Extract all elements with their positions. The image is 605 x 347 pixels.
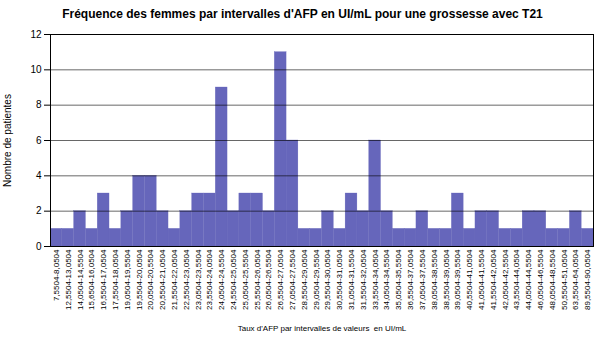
svg-text:27,0504-27,5504: 27,0504-27,5504 bbox=[288, 249, 297, 310]
svg-text:23,0504-23,5504: 23,0504-23,5504 bbox=[194, 249, 203, 310]
svg-text:31,5504-32,0504: 31,5504-32,0504 bbox=[359, 249, 368, 310]
svg-text:30,5504-31,0504: 30,5504-31,0504 bbox=[335, 249, 344, 310]
svg-text:21,5504-22,0504: 21,5504-22,0504 bbox=[170, 249, 179, 310]
svg-text:33,5504-34,0504: 33,5504-34,0504 bbox=[371, 249, 380, 310]
svg-text:Taux d'AFP par intervalles de: Taux d'AFP par intervalles de valeurs en… bbox=[238, 324, 407, 333]
svg-text:23,5504-24,0504: 23,5504-24,0504 bbox=[205, 249, 214, 310]
svg-text:17,5504-18,0504: 17,5504-18,0504 bbox=[111, 249, 120, 310]
svg-text:38,0504-38,5504: 38,0504-38,5504 bbox=[430, 249, 439, 310]
svg-text:26,0504-26,5504: 26,0504-26,5504 bbox=[264, 249, 273, 310]
svg-text:38,5504-39,0504: 38,5504-39,0504 bbox=[442, 249, 451, 310]
svg-text:24,5504-25,0504: 24,5504-25,0504 bbox=[229, 249, 238, 310]
svg-text:0: 0 bbox=[36, 241, 42, 252]
svg-text:36,5504-37,0504: 36,5504-37,0504 bbox=[406, 249, 415, 310]
svg-text:50,5504-51,0504: 50,5504-51,0504 bbox=[560, 249, 569, 310]
svg-text:34,0504-34,5504: 34,0504-34,5504 bbox=[382, 249, 391, 310]
svg-text:4: 4 bbox=[36, 170, 42, 181]
svg-text:63,5504-64,0504: 63,5504-64,0504 bbox=[571, 249, 580, 310]
svg-text:26,5504-27,0504: 26,5504-27,0504 bbox=[276, 249, 285, 310]
svg-text:44,0504-44,5504: 44,0504-44,5504 bbox=[524, 249, 533, 310]
svg-text:42,0504-42,5504: 42,0504-42,5504 bbox=[501, 249, 510, 310]
svg-text:16,5504-17,0504: 16,5504-17,0504 bbox=[99, 249, 108, 310]
html-text:Fréquence des femmes par inter: Fréquence des femmes par intervalles d'A… bbox=[62, 7, 543, 21]
svg-text:19,5504-20,0504: 19,5504-20,0504 bbox=[135, 249, 144, 310]
svg-text:20,0504-20,5504: 20,0504-20,5504 bbox=[146, 249, 155, 310]
svg-text:14,0504-14,5504: 14,0504-14,5504 bbox=[76, 249, 85, 310]
svg-text:10: 10 bbox=[30, 64, 42, 75]
svg-text:15,6504-16,0504: 15,6504-16,0504 bbox=[87, 249, 96, 310]
svg-text:31,0504-31,5504: 31,0504-31,5504 bbox=[347, 249, 356, 310]
svg-text:7,5504-8,0504: 7,5504-8,0504 bbox=[52, 249, 61, 301]
svg-text:24,0504-24,5504: 24,0504-24,5504 bbox=[217, 249, 226, 310]
svg-text:8: 8 bbox=[36, 99, 42, 110]
svg-text:Nombre de patientes: Nombre de patientes bbox=[2, 94, 13, 187]
svg-text:12: 12 bbox=[30, 29, 42, 40]
svg-text:89,5504-90,0504: 89,5504-90,0504 bbox=[583, 249, 592, 310]
svg-text:28,5504-29,0504: 28,5504-29,0504 bbox=[300, 249, 309, 310]
svg-text:12,5504-13,0504: 12,5504-13,0504 bbox=[64, 249, 73, 310]
svg-text:25,0504-25,5504: 25,0504-25,5504 bbox=[241, 249, 250, 310]
svg-text:19,0504-19,5504: 19,0504-19,5504 bbox=[123, 249, 132, 310]
svg-text:20,5504-21,0504: 20,5504-21,0504 bbox=[158, 249, 167, 310]
svg-text:39,0504-39,5504: 39,0504-39,5504 bbox=[453, 249, 462, 310]
svg-text:48,0504-48,5504: 48,0504-48,5504 bbox=[548, 249, 557, 310]
svg-text:43,5504-44,0504: 43,5504-44,0504 bbox=[512, 249, 521, 310]
svg-text:29,0504-29,5504: 29,0504-29,5504 bbox=[312, 249, 321, 310]
svg-text:37,0504-37,5504: 37,0504-37,5504 bbox=[418, 249, 427, 310]
svg-text:46,0504-46,5504: 46,0504-46,5504 bbox=[536, 249, 545, 310]
svg-text:35,0504-35,5504: 35,0504-35,5504 bbox=[394, 249, 403, 310]
svg-text:41,0504-41,5504: 41,0504-41,5504 bbox=[477, 249, 486, 310]
svg-text:2: 2 bbox=[36, 205, 42, 216]
svg-text:22,5504-23,0504: 22,5504-23,0504 bbox=[182, 249, 191, 310]
svg-text:41,5504-42,0504: 41,5504-42,0504 bbox=[489, 249, 498, 310]
svg-text:40,5504-41,0504: 40,5504-41,0504 bbox=[465, 249, 474, 310]
svg-text:25,5504-26,0504: 25,5504-26,0504 bbox=[253, 249, 262, 310]
svg-text:29,5504-30,0504: 29,5504-30,0504 bbox=[323, 249, 332, 310]
svg-text:6: 6 bbox=[36, 135, 42, 146]
